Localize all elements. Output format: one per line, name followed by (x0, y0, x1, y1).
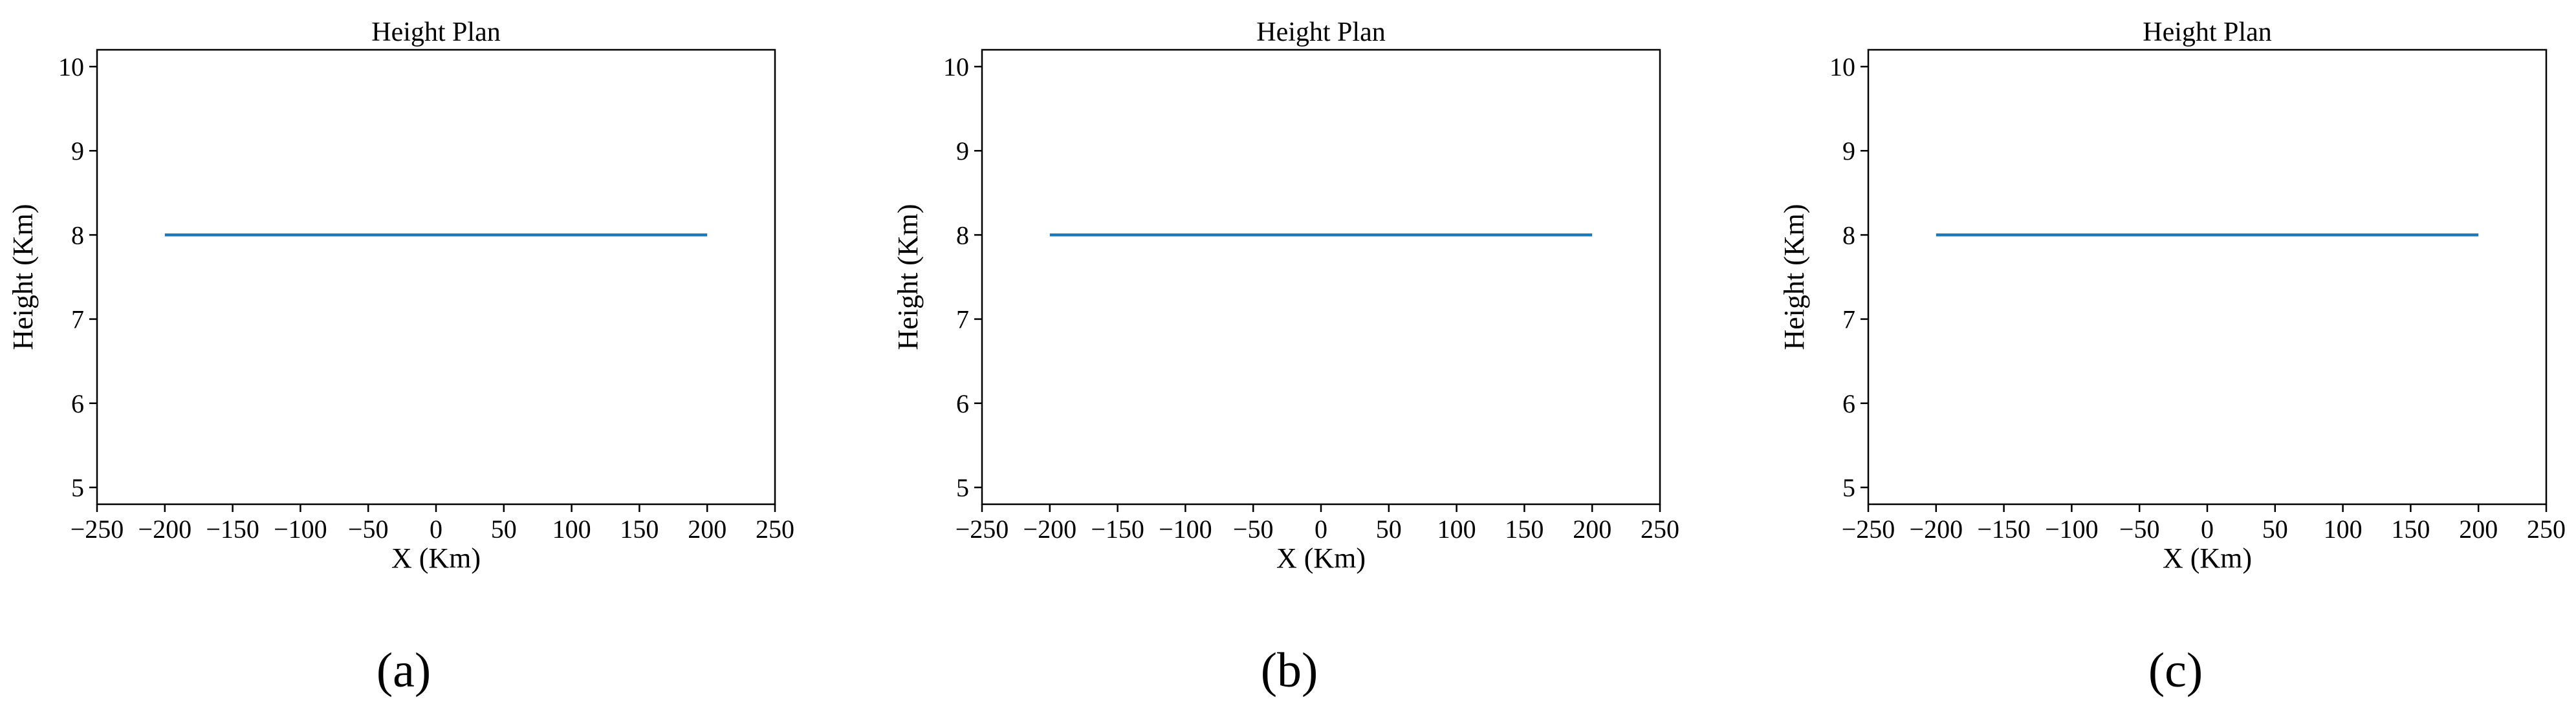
chart-title: Height Plan (2143, 17, 2271, 47)
x-tick-label: −150 (1977, 515, 2031, 544)
panel-label: (b) (1261, 643, 1318, 698)
x-tick-label: −50 (2119, 515, 2160, 544)
y-axis-label: Height (Km) (7, 204, 39, 350)
x-tick-label: 200 (688, 515, 726, 544)
y-tick-label: 7 (956, 305, 969, 334)
x-tick-label: −50 (1233, 515, 1274, 544)
y-tick-label: 10 (58, 52, 84, 81)
x-axis-label: X (Km) (391, 542, 481, 574)
y-tick-label: 5 (1842, 473, 1855, 502)
y-tick-label: 9 (71, 136, 84, 165)
y-tick-label: 5 (71, 473, 84, 502)
x-tick-label: 200 (2459, 515, 2498, 544)
x-tick-label: −100 (274, 515, 327, 544)
chart-title: Height Plan (371, 17, 500, 47)
y-tick-label: 8 (71, 220, 84, 250)
x-tick-label: −150 (1091, 515, 1144, 544)
x-tick-label: 0 (2201, 515, 2214, 544)
x-tick-label: −200 (138, 515, 192, 544)
x-tick-label: −100 (1159, 515, 1212, 544)
x-tick-label: −200 (1910, 515, 1963, 544)
x-tick-label: 100 (2324, 515, 2363, 544)
y-tick-label: 10 (1829, 52, 1855, 81)
y-tick-label: 6 (1842, 389, 1855, 418)
x-tick-label: −250 (71, 515, 124, 544)
y-tick-label: 9 (1842, 136, 1855, 165)
chart-title: Height Plan (1256, 17, 1385, 47)
x-tick-label: −200 (1023, 515, 1077, 544)
y-tick-label: 8 (1842, 220, 1855, 250)
x-tick-label: 50 (491, 515, 517, 544)
y-tick-label: 5 (956, 473, 969, 502)
x-tick-label: −50 (348, 515, 389, 544)
y-tick-label: 7 (71, 305, 84, 334)
x-tick-label: 250 (1641, 515, 1679, 544)
y-tick-label: 8 (956, 220, 969, 250)
x-tick-label: 250 (2527, 515, 2566, 544)
x-tick-label: 50 (2262, 515, 2288, 544)
y-tick-label: 10 (943, 52, 969, 81)
y-tick-label: 6 (71, 389, 84, 418)
x-tick-label: 250 (756, 515, 794, 544)
y-tick-label: 6 (956, 389, 969, 418)
y-axis-label: Height (Km) (892, 204, 924, 350)
x-tick-label: −250 (955, 515, 1009, 544)
x-tick-label: 200 (1573, 515, 1611, 544)
x-tick-label: 0 (1315, 515, 1327, 544)
x-tick-label: 0 (430, 515, 442, 544)
x-axis-label: X (Km) (2163, 542, 2252, 574)
panel-label: (c) (2148, 643, 2203, 698)
y-tick-label: 7 (1842, 305, 1855, 334)
x-axis-label: X (Km) (1276, 542, 1366, 574)
x-tick-label: 150 (620, 515, 659, 544)
panel-label: (a) (377, 643, 431, 698)
x-tick-label: 150 (1505, 515, 1544, 544)
x-tick-label: 100 (1437, 515, 1476, 544)
y-axis-label: Height (Km) (1778, 204, 1810, 350)
x-tick-label: 150 (2391, 515, 2430, 544)
x-tick-label: 100 (552, 515, 591, 544)
x-tick-label: 50 (1376, 515, 1402, 544)
x-tick-label: −250 (1842, 515, 1895, 544)
x-tick-label: −150 (206, 515, 259, 544)
x-tick-label: −100 (2045, 515, 2099, 544)
y-tick-label: 9 (956, 136, 969, 165)
